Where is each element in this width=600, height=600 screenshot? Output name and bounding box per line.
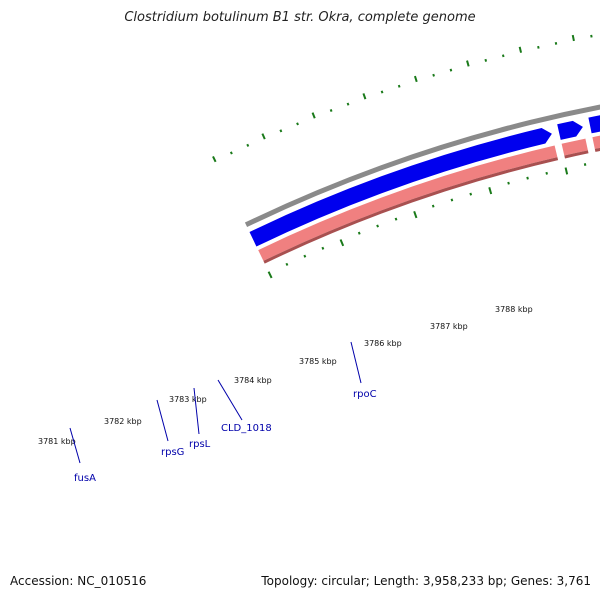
kbp-label: 3785 kbp <box>299 357 337 366</box>
scale-tick <box>583 163 587 166</box>
gene-leader-line <box>156 399 169 442</box>
gc-tick <box>397 84 401 88</box>
kbp-labels: 3781 kbp 3782 kbp 3783 kbp 3784 kbp 3785 kbp… <box>38 305 533 446</box>
kbp-label: 3782 kbp <box>104 417 142 426</box>
cds-shadow-pink <box>594 147 600 152</box>
gene-label: CLD_1018 <box>221 423 272 434</box>
scale-tick <box>488 187 493 195</box>
accession-label: Accession: NC_010516 <box>10 574 147 588</box>
scale-tick <box>469 192 473 196</box>
gene-label: rpoC <box>353 389 377 400</box>
map-title: Clostridium botulinum B1 str. Okra, comp… <box>124 10 476 25</box>
gc-tick <box>246 143 250 147</box>
kbp-label: 3784 kbp <box>234 376 272 385</box>
forward-gene-track <box>249 115 600 247</box>
scale-tick <box>267 271 273 279</box>
cds-segment-pink <box>561 138 588 156</box>
gc-tick <box>413 75 418 83</box>
gc-tick <box>279 129 283 133</box>
gc-tick <box>554 41 558 45</box>
cds-track <box>258 135 600 264</box>
kbp-label: 3783 kbp <box>169 395 207 404</box>
gc-skew-ticks <box>212 34 593 163</box>
gene-leader-line <box>350 341 362 384</box>
forward-gene-arrow <box>588 115 600 134</box>
scale-tick <box>431 204 435 208</box>
scale-tick <box>339 239 345 247</box>
kbp-label: 3781 kbp <box>38 437 76 446</box>
cds-segment-pink <box>258 145 558 261</box>
scale-tick <box>526 176 529 180</box>
gene-labels: fusA rpsG rpsL CLD_1018 rpoC <box>69 341 377 484</box>
gc-tick <box>311 112 316 119</box>
kbp-label: 3786 kbp <box>364 339 402 348</box>
kbp-label: 3787 kbp <box>430 322 468 331</box>
gc-tick <box>346 102 350 106</box>
kbp-label: 3788 kbp <box>495 305 533 314</box>
forward-gene-arrow <box>557 120 583 140</box>
forward-gene-arrow <box>249 128 552 247</box>
gc-tick <box>484 58 488 62</box>
scale-tick <box>545 171 548 175</box>
gc-tick <box>466 60 470 67</box>
scale-tick <box>303 254 307 258</box>
gc-tick <box>362 93 367 100</box>
gc-tick <box>518 46 523 53</box>
scale-tick <box>564 167 569 175</box>
scale-tick <box>376 224 379 228</box>
gc-tick <box>229 151 233 155</box>
gc-tick <box>261 133 266 140</box>
genome-backbone <box>244 104 600 228</box>
gc-tick <box>380 90 384 94</box>
scale-tick <box>285 262 289 266</box>
gene-leader-line <box>193 387 200 435</box>
cds-segment-pink <box>592 135 600 149</box>
gene-leader-line <box>217 379 243 421</box>
scale-tick <box>450 198 454 202</box>
gc-tick <box>296 122 299 126</box>
gene-leader-line <box>69 427 81 464</box>
gc-tick <box>212 155 217 163</box>
gc-tick <box>571 34 575 42</box>
cds-shadow-pink <box>564 150 589 159</box>
genome-summary: Topology: circular; Length: 3,958,233 bp… <box>261 574 591 588</box>
gene-label: rpsL <box>189 439 211 450</box>
scale-tick <box>321 246 325 250</box>
scale-tick <box>357 231 361 235</box>
scale-tick <box>394 217 398 221</box>
gene-label: fusA <box>74 473 96 484</box>
gc-tick <box>501 54 505 58</box>
gc-tick <box>432 73 435 77</box>
gene-label: rpsG <box>161 447 184 458</box>
scale-tick <box>413 210 418 219</box>
gc-tick <box>537 45 540 49</box>
scale-ticks <box>267 163 587 279</box>
gc-tick <box>449 68 453 72</box>
gc-tick <box>329 108 333 113</box>
scale-tick <box>507 181 510 185</box>
